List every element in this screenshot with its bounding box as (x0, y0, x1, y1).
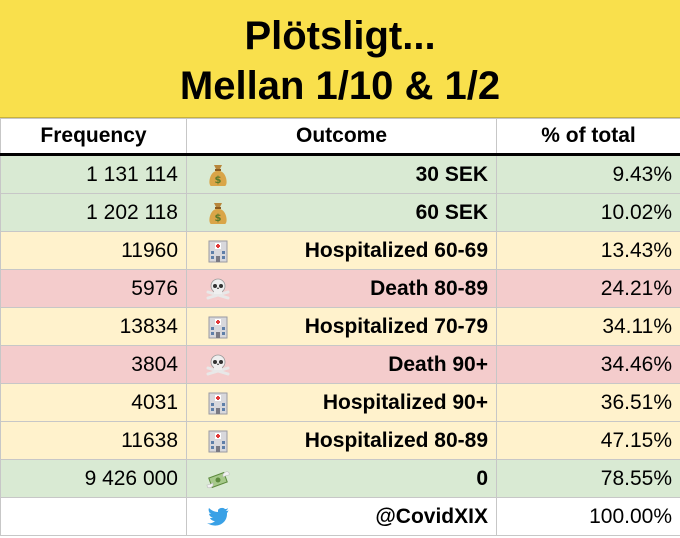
title-banner: Plötsligt... Mellan 1/10 & 1/2 (0, 0, 680, 118)
frequency-cell: 1 202 118 (0, 193, 187, 232)
svg-text:$: $ (215, 175, 222, 186)
percent-cell: 100.00% (496, 497, 680, 536)
outcome-table: Frequency Outcome % of total 1 131 114 $… (0, 118, 680, 536)
table-row: 9 426 000 0 78.55% (0, 459, 680, 498)
twitter-bird-icon (205, 504, 231, 530)
money-bag-icon: $ (205, 162, 231, 188)
outcome-cell: $ 60 SEK (186, 193, 497, 232)
percent-cell: 9.43% (496, 154, 680, 194)
outcome-cell: @CovidXIX (186, 497, 497, 536)
hospital-icon (205, 238, 231, 264)
outcome-cell: Hospitalized 60-69 (186, 231, 497, 270)
outcome-label: Hospitalized 90+ (322, 390, 488, 414)
frequency-cell: 3804 (0, 345, 187, 384)
percent-cell: 24.21% (496, 269, 680, 308)
header-percent: % of total (496, 118, 680, 156)
money-with-wings-icon (205, 466, 231, 492)
frequency-cell: 11638 (0, 421, 187, 460)
frequency-cell: 5976 (0, 269, 187, 308)
percent-cell: 47.15% (496, 421, 680, 460)
outcome-label: Hospitalized 70-79 (304, 314, 488, 338)
hospital-icon (205, 390, 231, 416)
header-row: Frequency Outcome % of total (0, 118, 680, 156)
title-line-2: Mellan 1/10 & 1/2 (179, 64, 501, 108)
table-row: 11960 Hospitalized 60-69 13.43% (0, 231, 680, 270)
outcome-cell: Death 80-89 (186, 269, 497, 308)
outcome-cell: Death 90+ (186, 345, 497, 384)
table-row: 11638 Hospitalized 80-89 47.15% (0, 421, 680, 460)
outcome-cell: Hospitalized 70-79 (186, 307, 497, 346)
frequency-cell: 1 131 114 (0, 154, 187, 194)
outcome-label: Hospitalized 80-89 (304, 428, 488, 452)
outcome-cell: Hospitalized 90+ (186, 383, 497, 422)
percent-cell: 34.11% (496, 307, 680, 346)
outcome-label: Hospitalized 60-69 (304, 238, 488, 262)
outcome-cell: 0 (186, 459, 497, 498)
outcome-label: Death 90+ (388, 352, 488, 376)
title-line-1: Plötsligt... (244, 14, 436, 58)
frequency-cell: 9 426 000 (0, 459, 187, 498)
percent-cell: 13.43% (496, 231, 680, 270)
header-frequency: Frequency (0, 118, 187, 156)
skull-crossbones-icon (205, 352, 231, 378)
outcome-label: @CovidXIX (375, 504, 488, 528)
skull-crossbones-icon (205, 276, 231, 302)
outcome-label: 60 SEK (415, 200, 488, 224)
table-row: 1 131 114 $ 30 SEK 9.43% (0, 154, 680, 194)
frequency-cell: 4031 (0, 383, 187, 422)
money-bag-icon: $ (205, 200, 231, 226)
percent-cell: 78.55% (496, 459, 680, 498)
hospital-icon (205, 314, 231, 340)
hospital-icon (205, 428, 231, 454)
table-row: 13834 Hospitalized 70-79 34.11% (0, 307, 680, 346)
outcome-label: Death 80-89 (370, 276, 488, 300)
outcome-label: 30 SEK (415, 162, 488, 186)
table-row: 4031 Hospitalized 90+ 36.51% (0, 383, 680, 422)
frequency-cell: 11960 (0, 231, 187, 270)
header-outcome: Outcome (186, 118, 497, 156)
frequency-cell (0, 497, 187, 536)
frequency-cell: 13834 (0, 307, 187, 346)
percent-cell: 34.46% (496, 345, 680, 384)
percent-cell: 36.51% (496, 383, 680, 422)
table-row: @CovidXIX 100.00% (0, 497, 680, 536)
outcome-label: 0 (476, 466, 488, 490)
outcome-cell: $ 30 SEK (186, 154, 497, 194)
table-row: 3804 Death 90+ 34.46% (0, 345, 680, 384)
table-row: 5976 Death 80-89 24.21% (0, 269, 680, 308)
outcome-cell: Hospitalized 80-89 (186, 421, 497, 460)
percent-cell: 10.02% (496, 193, 680, 232)
table-row: 1 202 118 $ 60 SEK 10.02% (0, 193, 680, 232)
svg-text:$: $ (215, 213, 222, 224)
